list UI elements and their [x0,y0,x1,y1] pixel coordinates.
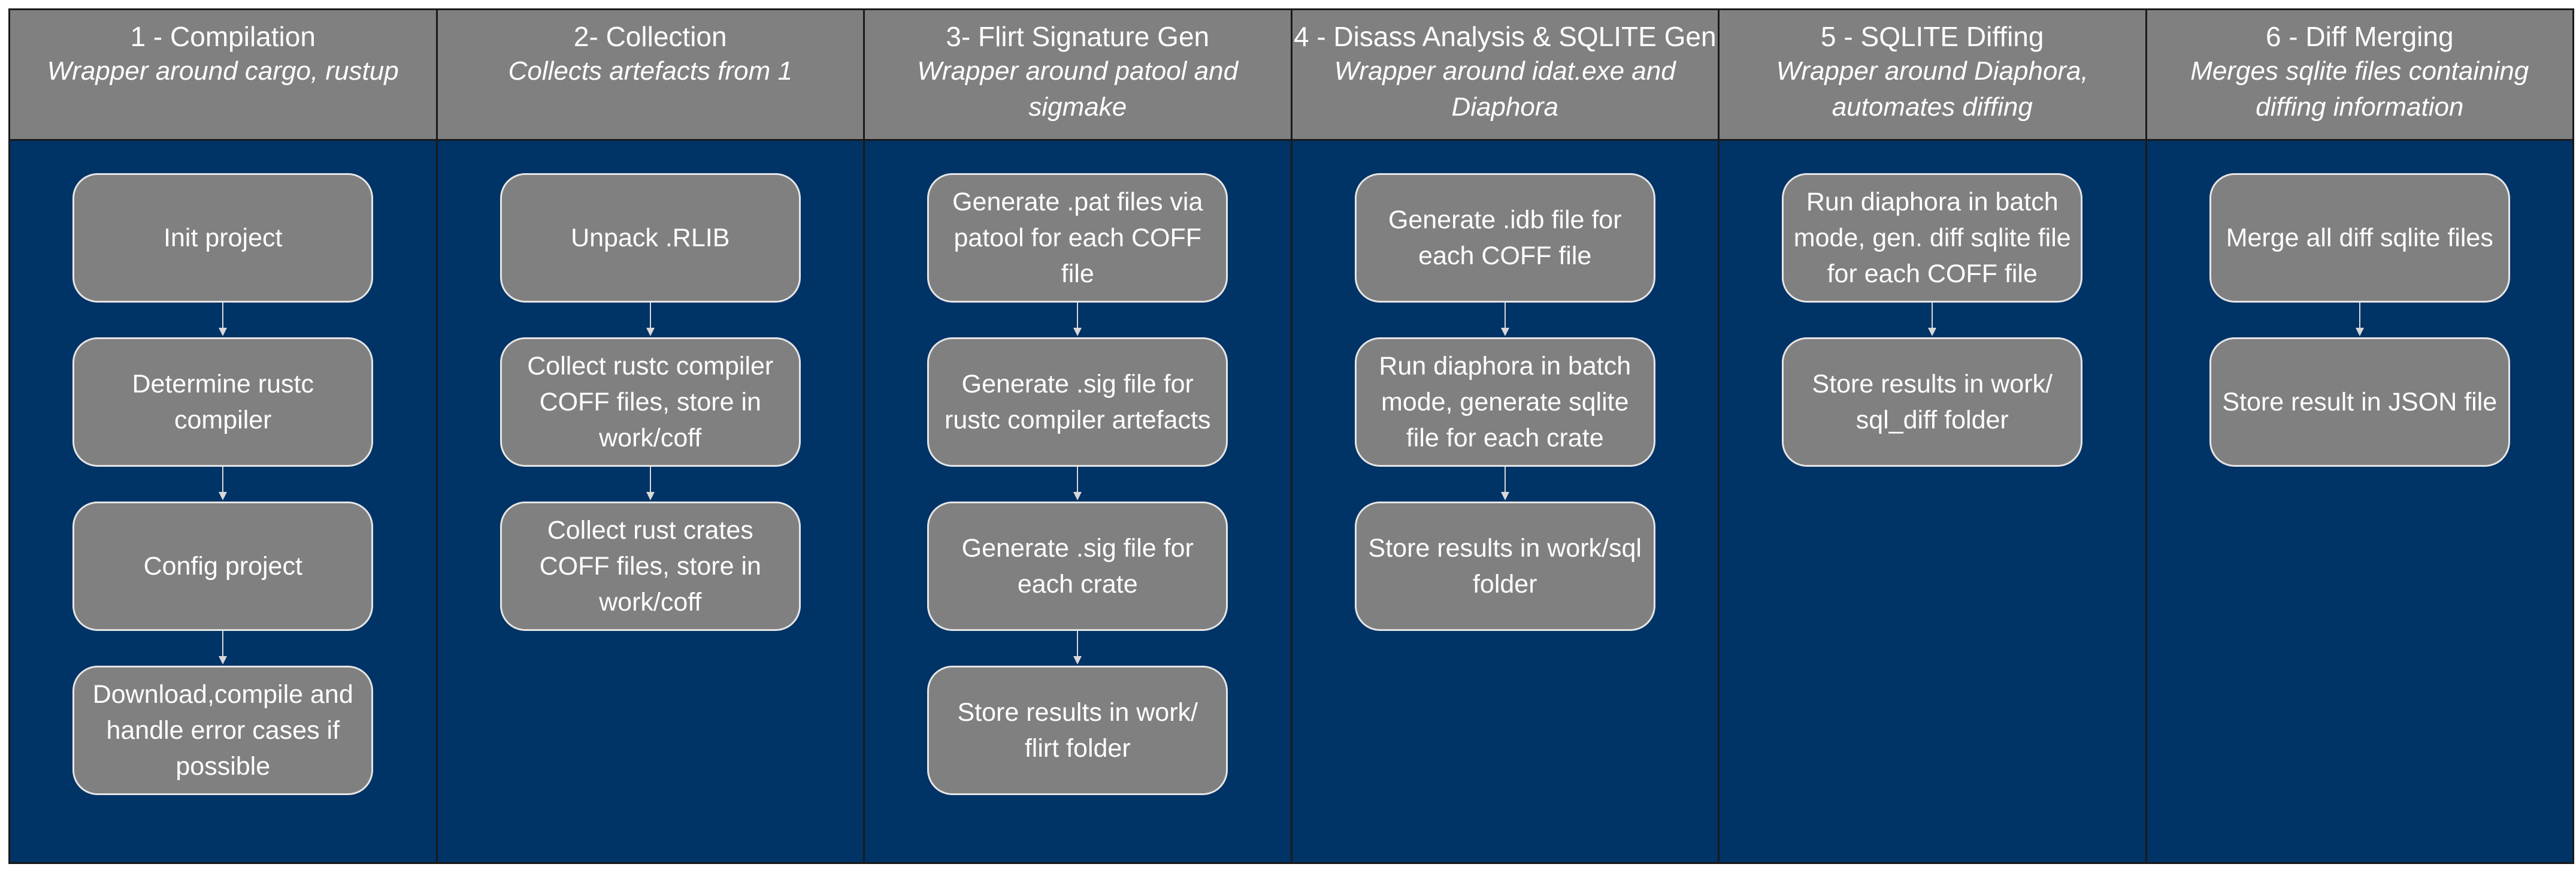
stage-column-diff-merging: 6 - Diff Merging Merges sqlite files con… [2147,10,2572,862]
stage-column-collection: 2- Collection Collects artefacts from 1 … [437,10,865,862]
stage-header: 1 - Compilation Wrapper around cargo, ru… [10,10,436,141]
stage-subtitle: Collects artefacts from 1 [508,56,792,86]
pipeline-diagram: 1 - Compilation Wrapper around cargo, ru… [8,8,2574,864]
step-box: Download,compile and handle error cases … [72,666,374,795]
stage-column-sqlite-diffing: 5 - SQLITE Diffing Wrapper around Diapho… [1720,10,2147,862]
step-box: Run diaphora in batch mode, generate sql… [1354,337,1655,467]
stage-title: 5 - SQLITE Diffing [1821,21,2044,52]
arrow-down-icon [216,631,230,666]
stage-header: 2- Collection Collects artefacts from 1 [437,10,863,141]
stage-column-compilation: 1 - Compilation Wrapper around cargo, ru… [10,10,438,862]
stage-header: 5 - SQLITE Diffing Wrapper around Diapho… [1720,10,2145,141]
stage-body: Merge all diff sqlite files Store result… [2147,141,2572,862]
stage-body: Unpack .RLIB Collect rustc compiler COFF… [437,141,863,862]
stage-title: 4 - Disass Analysis & SQLITE Gen [1293,21,1717,52]
arrow-down-icon [643,303,658,337]
arrow-down-icon [643,467,658,502]
arrow-down-icon [2353,303,2367,337]
arrow-down-icon [1070,631,1085,666]
step-box: Init project [72,173,374,303]
step-box: Merge all diff sqlite files [2209,173,2510,303]
stage-subtitle: Merges sqlite files containing diffing i… [2190,56,2529,122]
arrow-down-icon [1498,303,1512,337]
step-box: Run diaphora in batch mode, gen. diff sq… [1782,173,2083,303]
arrow-down-icon [216,303,230,337]
arrow-down-icon [1070,303,1085,337]
stage-title: 2- Collection [573,21,727,52]
step-box: Collect rust crates COFF files, store in… [500,502,801,631]
step-box: Generate .pat files via patool for each … [927,173,1228,303]
step-box: Generate .sig file for rustc compiler ar… [927,337,1228,467]
step-box: Store results in work/ flirt folder [927,666,1228,795]
stage-header: 4 - Disass Analysis & SQLITE Gen Wrapper… [1292,10,1718,141]
step-box: Store result in JSON file [2209,337,2510,467]
arrow-down-icon [216,467,230,502]
step-box: Store results in work/ sql_diff folder [1782,337,2083,467]
step-box: Generate .sig file for each crate [927,502,1228,631]
step-box: Generate .idb file for each COFF file [1354,173,1655,303]
stage-body: Run diaphora in batch mode, gen. diff sq… [1720,141,2145,862]
stage-subtitle: Wrapper around idat.exe and Diaphora [1334,56,1676,122]
arrow-down-icon [1498,467,1512,502]
step-box: Config project [72,502,374,631]
stage-subtitle: Wrapper around Diaphora, automates diffi… [1776,56,2088,122]
step-box: Collect rustc compiler COFF files, store… [500,337,801,467]
stage-subtitle: Wrapper around patool and sigmake [917,56,1239,122]
stage-header: 6 - Diff Merging Merges sqlite files con… [2147,10,2572,141]
stage-title: 1 - Compilation [130,21,316,52]
stage-body: Init project Determine rustc compiler Co… [10,141,436,862]
arrow-down-icon [1925,303,1939,337]
stage-title: 3- Flirt Signature Gen [946,21,1210,52]
stage-column-disass-analysis: 4 - Disass Analysis & SQLITE Gen Wrapper… [1292,10,1720,862]
arrow-down-icon [1070,467,1085,502]
stage-body: Generate .pat files via patool for each … [865,141,1291,862]
stage-body: Generate .idb file for each COFF file Ru… [1292,141,1718,862]
step-box: Determine rustc compiler [72,337,374,467]
step-box: Unpack .RLIB [500,173,801,303]
stage-title: 6 - Diff Merging [2265,21,2454,52]
step-box: Store results in work/sql folder [1354,502,1655,631]
stage-subtitle: Wrapper around cargo, rustup [47,56,399,86]
stage-header: 3- Flirt Signature Gen Wrapper around pa… [865,10,1291,141]
stage-column-flirt-signature-gen: 3- Flirt Signature Gen Wrapper around pa… [865,10,1292,862]
